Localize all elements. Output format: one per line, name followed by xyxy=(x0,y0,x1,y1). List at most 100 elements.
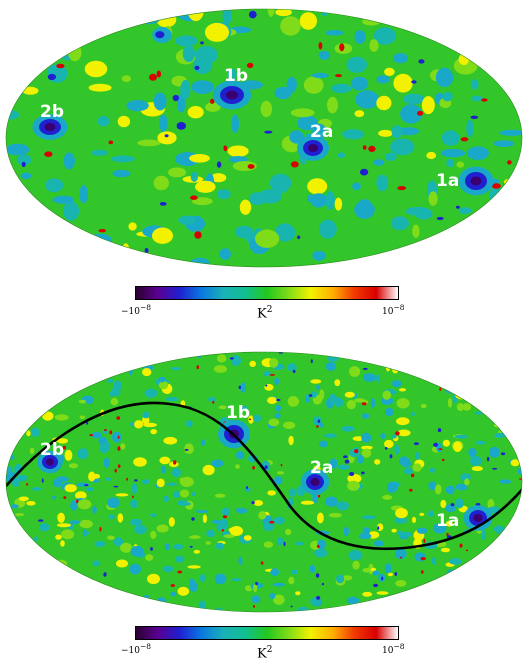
sky-texture-blob xyxy=(117,115,131,128)
sky-texture-blob xyxy=(15,513,25,517)
sky-texture-blob xyxy=(374,459,381,465)
bottom-label-2a: 2a xyxy=(310,458,333,478)
sky-texture-blob xyxy=(517,467,522,475)
sky-texture-blob xyxy=(277,348,281,352)
sky-texture-blob xyxy=(64,592,75,599)
sky-texture-blob xyxy=(396,398,410,409)
sky-texture-blob xyxy=(117,464,121,468)
sky-texture-blob xyxy=(196,365,200,370)
sky-texture-blob xyxy=(352,182,361,191)
sky-texture-blob xyxy=(362,413,370,419)
sky-texture-blob xyxy=(376,374,381,383)
sky-texture-blob xyxy=(156,12,177,28)
sky-texture-blob xyxy=(410,364,423,373)
sky-texture-blob xyxy=(377,526,380,530)
sky-texture-blob xyxy=(170,591,177,597)
sky-texture-blob xyxy=(460,609,472,612)
sky-texture-blob xyxy=(68,463,79,469)
sky-texture-blob xyxy=(481,98,488,102)
sky-texture-blob xyxy=(362,367,368,370)
sky-texture-blob xyxy=(393,73,413,93)
sky-texture-blob xyxy=(354,398,366,403)
sky-texture-blob xyxy=(164,134,169,138)
sky-texture-blob xyxy=(369,609,376,612)
sky-texture-blob xyxy=(486,28,497,40)
sky-texture-blob xyxy=(331,83,352,94)
sky-texture-blob xyxy=(476,354,490,362)
sky-texture-blob xyxy=(348,550,363,561)
sky-texture-blob xyxy=(227,145,249,157)
sky-texture-blob xyxy=(296,606,310,612)
sky-texture-blob xyxy=(178,215,197,225)
sky-texture-blob xyxy=(191,80,214,94)
sky-texture-blob xyxy=(339,43,345,52)
sky-texture-blob xyxy=(405,206,431,216)
sky-texture-blob xyxy=(460,137,469,142)
sky-texture-blob xyxy=(86,400,93,404)
sky-texture-blob xyxy=(398,531,413,537)
sky-texture-blob xyxy=(359,9,378,12)
sky-texture-blob xyxy=(369,39,379,52)
sky-texture-blob xyxy=(475,411,483,415)
sky-texture-blob xyxy=(500,452,506,456)
sky-texture-blob xyxy=(325,362,337,371)
sky-texture-blob xyxy=(384,152,397,161)
sky-texture-blob xyxy=(434,484,442,495)
sky-texture-blob xyxy=(360,168,369,176)
sky-texture-blob xyxy=(84,14,102,26)
sky-texture-blob xyxy=(387,481,398,493)
sky-texture-blob xyxy=(45,178,64,193)
sky-texture-blob xyxy=(199,573,206,583)
sky-texture-blob xyxy=(512,168,522,178)
sky-texture-blob xyxy=(189,154,210,163)
sky-texture-blob xyxy=(182,45,196,63)
sky-texture-blob xyxy=(193,549,200,554)
sky-texture-blob xyxy=(39,523,50,532)
sky-texture-blob xyxy=(394,548,407,560)
sky-texture-blob xyxy=(66,362,80,372)
sky-texture-blob xyxy=(440,599,449,609)
sky-texture-blob xyxy=(501,615,512,618)
sky-texture-blob xyxy=(39,352,48,354)
sky-texture-blob xyxy=(100,9,125,22)
sky-texture-blob xyxy=(310,193,327,208)
sky-texture-blob xyxy=(482,44,495,57)
sky-texture-blob xyxy=(354,110,365,118)
sky-texture-blob xyxy=(376,95,392,111)
sky-texture-blob xyxy=(258,511,267,520)
top-colorbar-max-label: 10−8 xyxy=(382,303,405,317)
sky-texture-blob xyxy=(429,467,435,473)
sky-texture-blob xyxy=(48,27,56,33)
sky-texture-blob xyxy=(475,440,486,445)
sky-texture-blob xyxy=(155,31,165,39)
bottom-colorbar-min-label: −10−8 xyxy=(121,642,152,656)
sky-texture-blob xyxy=(445,485,455,495)
sky-texture-blob xyxy=(64,484,77,493)
sky-texture-blob xyxy=(98,594,110,601)
sky-texture-blob xyxy=(13,34,23,45)
sky-texture-blob xyxy=(180,79,191,100)
sky-texture-blob xyxy=(270,568,280,577)
sky-texture-blob xyxy=(88,358,102,364)
sky-texture-blob xyxy=(21,161,26,168)
bottom-colorbar xyxy=(135,626,399,640)
sky-texture-blob xyxy=(359,199,371,206)
sky-texture-blob xyxy=(236,508,248,514)
sky-texture-blob xyxy=(165,397,179,402)
sky-texture-blob xyxy=(288,488,296,497)
sky-texture-blob xyxy=(245,487,251,492)
sky-texture-blob xyxy=(126,100,149,112)
sky-texture-blob xyxy=(447,397,453,408)
sky-texture-blob xyxy=(97,115,110,127)
sky-texture-blob xyxy=(316,545,320,548)
sky-texture-blob xyxy=(219,248,231,260)
bottom-map-outline xyxy=(5,351,523,613)
sky-texture-blob xyxy=(352,560,360,570)
sky-texture-blob xyxy=(394,444,400,455)
sky-texture-blob xyxy=(187,565,201,569)
sky-texture-blob xyxy=(260,561,264,565)
sky-texture-blob xyxy=(6,355,7,358)
sky-texture-blob xyxy=(99,352,108,361)
sky-texture-blob xyxy=(349,472,355,476)
sky-texture-blob xyxy=(417,110,424,116)
